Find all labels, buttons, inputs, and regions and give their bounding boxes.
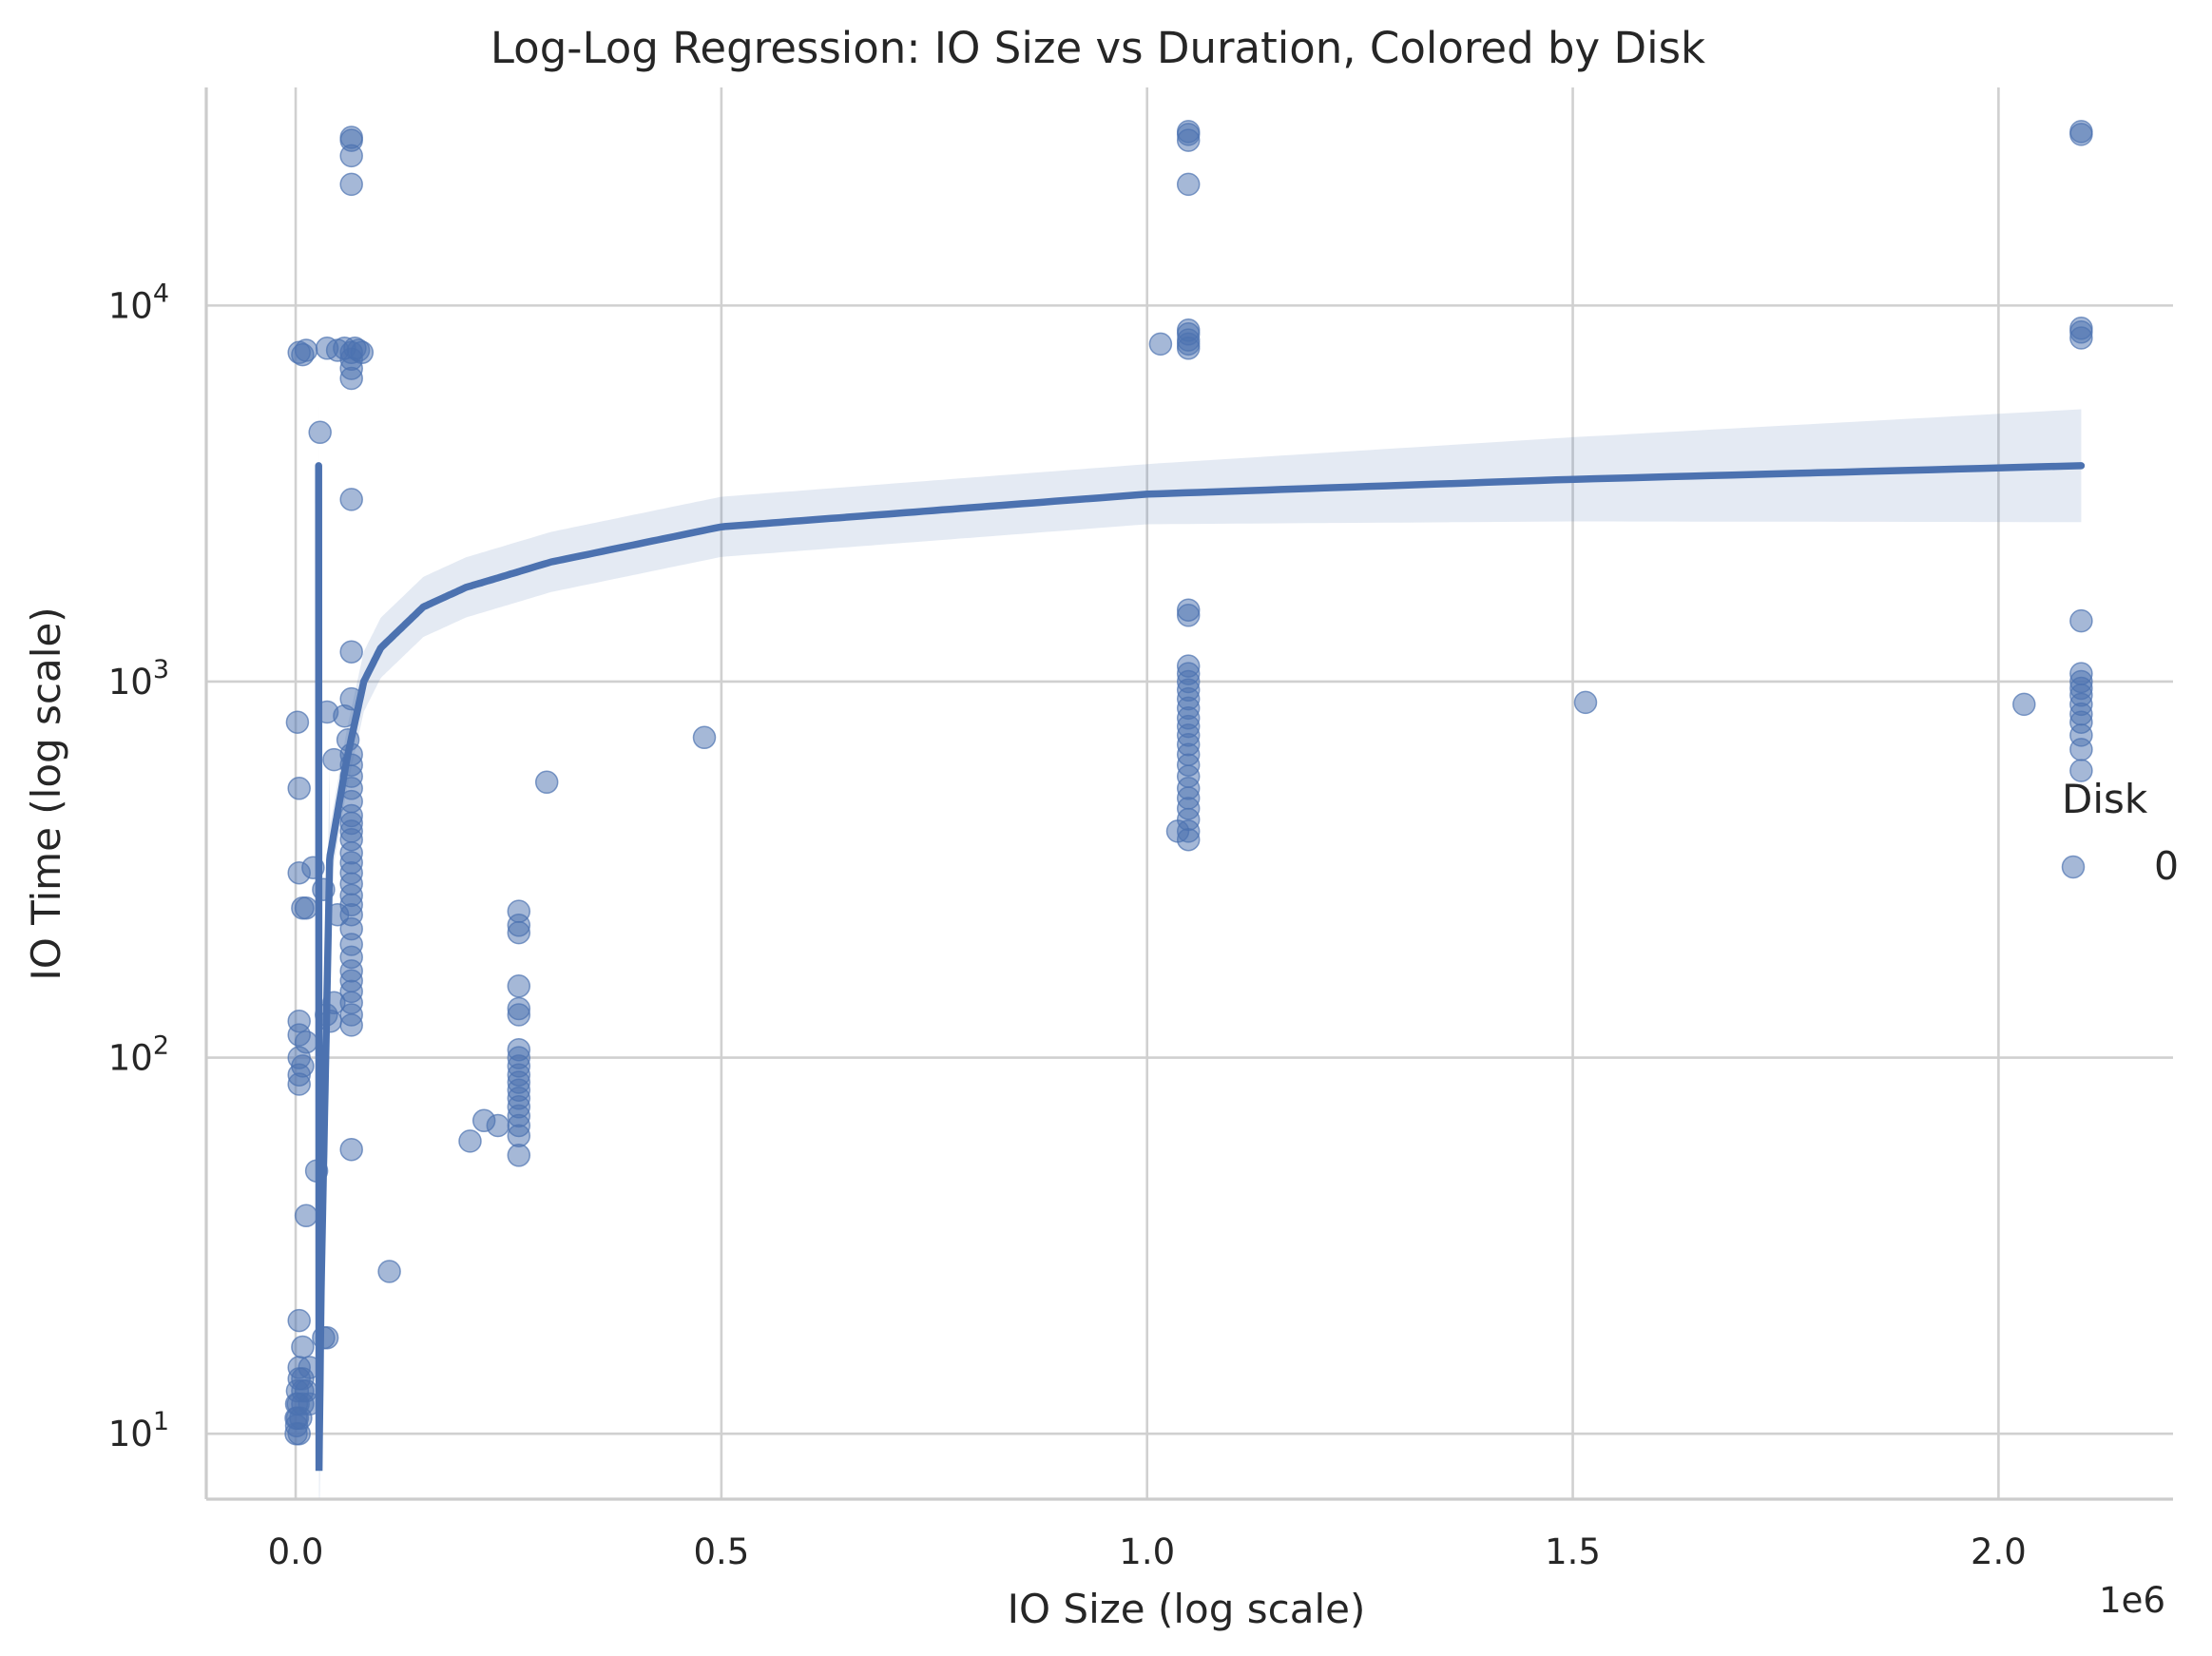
x-tick-labels: 0.0 0.5 1.0 1.5 2.0 (268, 1531, 2027, 1572)
data-point (1148, 332, 1173, 356)
data-point (291, 1335, 315, 1359)
grid (206, 87, 2173, 1499)
legend-entry-label: 0 (2154, 843, 2179, 889)
scatter-points (284, 120, 2093, 1446)
data-point (1165, 819, 1190, 843)
data-point (339, 488, 363, 511)
data-point (339, 172, 363, 197)
data-point (294, 338, 318, 362)
y-tick-label: 101 (108, 1407, 169, 1454)
y-tick-label: 103 (108, 655, 169, 703)
data-point (339, 144, 363, 168)
y-tick-label: 102 (108, 1031, 169, 1079)
data-point (507, 996, 531, 1021)
data-point (2069, 120, 2093, 144)
data-point (1176, 654, 1201, 678)
data-point (287, 1009, 311, 1033)
ci-band-area (318, 372, 2082, 1499)
data-point (294, 1203, 318, 1228)
data-point (507, 974, 531, 998)
x-axis-label: IO Size (log scale) (1008, 1586, 1366, 1632)
fit-line-path (315, 462, 2086, 1472)
data-point (339, 640, 363, 664)
x-tick-label: 1.0 (1119, 1531, 1175, 1572)
chart-title: Log-Log Regression: IO Size vs Duration,… (490, 23, 1705, 73)
x-tick-label: 0.0 (268, 1531, 324, 1572)
legend: Disk 0 (2061, 776, 2179, 889)
x-offset-label: 1e6 (2099, 1580, 2165, 1621)
data-point (692, 725, 717, 750)
data-point (339, 1137, 363, 1162)
y-tick-label: 104 (108, 279, 169, 326)
data-point (294, 895, 318, 920)
data-point (507, 899, 531, 923)
data-point (287, 777, 311, 800)
x-tick-label: 2.0 (1971, 1531, 2027, 1572)
data-point (1573, 690, 1598, 715)
axes-spines (204, 87, 2173, 1501)
regression-line (315, 462, 2086, 1472)
legend-marker (2061, 855, 2086, 879)
data-point (308, 420, 332, 445)
data-point (285, 710, 310, 734)
data-point (486, 1113, 510, 1138)
data-point (294, 1030, 318, 1054)
data-point (1176, 318, 1201, 342)
x-tick-label: 0.5 (693, 1531, 749, 1572)
data-point (291, 1054, 315, 1078)
legend-title: Disk (2062, 776, 2148, 822)
data-point (287, 1308, 311, 1333)
data-point (507, 1037, 531, 1062)
x-tick-label: 1.5 (1545, 1531, 1601, 1572)
data-point (350, 340, 375, 365)
data-point (2069, 662, 2093, 685)
data-point (2012, 692, 2036, 717)
data-point (339, 1013, 363, 1037)
data-point (507, 1144, 531, 1167)
data-point (1176, 172, 1201, 197)
data-point (1176, 598, 1201, 622)
y-axis-label: IO Time (log scale) (23, 607, 69, 980)
data-point (2069, 608, 2093, 633)
data-point (377, 1260, 401, 1283)
data-point (534, 770, 559, 795)
confidence-band (318, 372, 2082, 1499)
data-point (458, 1129, 482, 1153)
data-point (1176, 120, 1201, 144)
data-point (339, 366, 363, 391)
data-point (2069, 317, 2093, 340)
y-tick-labels: 101 102 103 104 (108, 279, 169, 1454)
